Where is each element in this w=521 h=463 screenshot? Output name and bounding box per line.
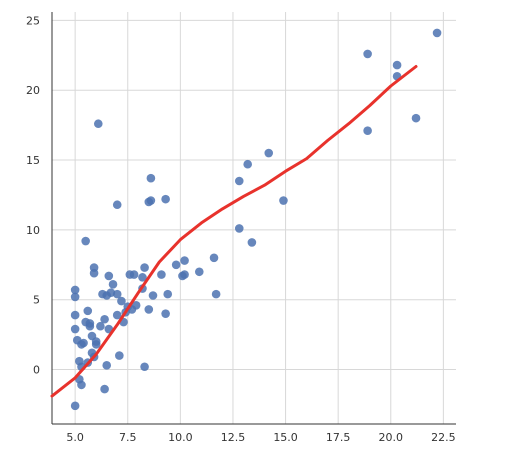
y-tick-label: 25	[26, 14, 40, 27]
scatter-point	[180, 270, 189, 279]
x-tick-label: 5.0	[66, 431, 84, 444]
scatter-point	[112, 289, 122, 299]
trend-line	[50, 65, 418, 398]
scatter-point	[83, 306, 93, 316]
scatter-point	[81, 236, 90, 246]
scatter-point	[247, 238, 257, 247]
scatter-point	[180, 256, 189, 265]
scatter-point	[100, 314, 109, 324]
x-tick-label: 10.0	[168, 431, 193, 444]
scatter-point	[144, 305, 154, 314]
scatter-point	[279, 196, 288, 205]
x-tick-label: 22.5	[431, 431, 456, 444]
scatter-point	[85, 319, 95, 328]
y-tick-label: 0	[33, 364, 40, 377]
scatter-point	[243, 159, 252, 169]
scatter-point	[131, 300, 141, 310]
scatter-point	[98, 289, 107, 299]
scatter-point	[264, 148, 274, 158]
scatter-point	[112, 200, 122, 210]
scatter-point	[89, 268, 99, 278]
scatter-point	[234, 176, 244, 186]
x-tick-label: 7.5	[119, 431, 137, 444]
scatter-point	[108, 280, 118, 289]
x-tick-label: 17.5	[326, 431, 351, 444]
scatter-point	[163, 289, 173, 299]
scatter-point	[411, 113, 421, 123]
y-tick-label: 5	[33, 294, 40, 307]
scatter-point	[70, 401, 80, 411]
scatter-point	[115, 351, 124, 360]
y-tick-labels: 0 5 10 15 20 25	[26, 14, 40, 376]
scatter-point	[70, 285, 80, 295]
scatter-point	[432, 28, 442, 38]
scatter-point	[146, 173, 156, 183]
scatter-point	[209, 253, 219, 263]
scatter-point	[91, 337, 101, 346]
scatter-points	[70, 28, 442, 411]
scatter-point	[146, 196, 156, 205]
scatter-point	[161, 309, 170, 318]
scatter-point	[93, 119, 103, 129]
scatter-point	[234, 224, 244, 233]
scatter-point	[171, 260, 181, 270]
grid	[52, 12, 456, 424]
fit-line-layer	[50, 65, 418, 398]
scatter-point	[140, 362, 149, 372]
x-tick-label: 12.5	[221, 431, 246, 444]
scatter-point	[157, 270, 166, 279]
x-tick-label: 15.0	[273, 431, 298, 444]
scatter-point	[138, 273, 147, 282]
x-tick-label: 20.0	[379, 431, 404, 444]
scatter-point	[363, 126, 372, 136]
scatter-point	[129, 270, 139, 279]
scatter-point	[194, 267, 204, 277]
axes	[51, 12, 456, 425]
scatter-point	[112, 310, 122, 320]
scatter-point	[104, 271, 114, 281]
scatter-point	[161, 194, 170, 204]
scatter-point	[100, 384, 109, 394]
scatter-point	[70, 310, 80, 320]
scatter-point	[96, 321, 105, 331]
scatter-point	[392, 60, 402, 70]
scatter-point	[117, 296, 126, 306]
scatter-point	[363, 49, 372, 59]
scatter-point	[77, 380, 86, 390]
scatter-point	[148, 291, 158, 300]
scatter-point	[211, 289, 221, 299]
scatter-point	[70, 324, 80, 334]
y-tick-label: 10	[26, 224, 40, 237]
scatter-point	[140, 263, 149, 272]
scatter-point	[77, 340, 86, 349]
x-tick-labels: 5.0 7.5 10.0 12.5 15.0 17.5 20.0 22.5	[66, 431, 455, 444]
scatter-point	[102, 361, 112, 370]
y-tick-label: 20	[26, 84, 40, 97]
scatter-point	[70, 292, 80, 302]
y-tick-label: 15	[26, 154, 40, 167]
